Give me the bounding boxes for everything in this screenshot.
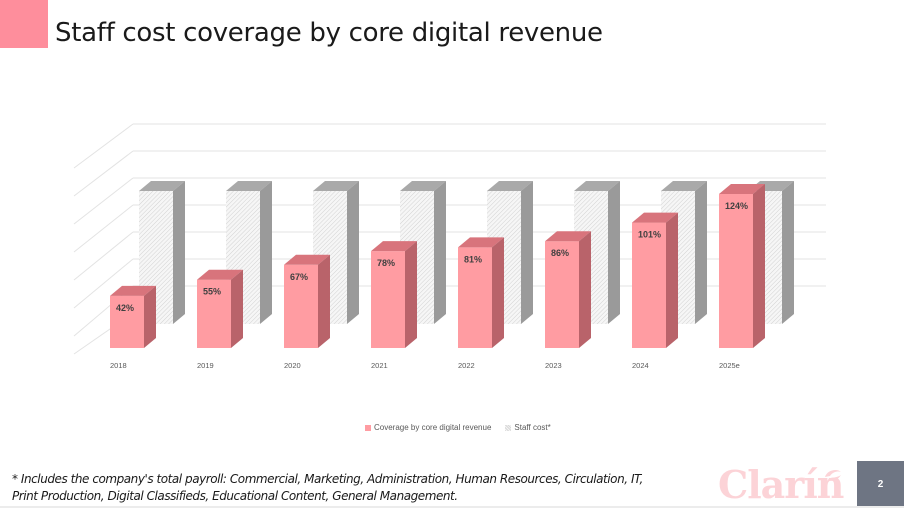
gridlines (73, 123, 826, 355)
staff-cost-bar-side (434, 181, 446, 324)
coverage-series (110, 184, 765, 348)
staff-cost-bar-side (695, 181, 707, 324)
gridline-depth (73, 177, 134, 225)
data-label: 101% (638, 230, 661, 240)
x-tick-label: 2021 (371, 361, 388, 370)
data-label: 81% (464, 254, 482, 264)
staff-cost-bar-top (226, 181, 272, 191)
gridline-depth (73, 150, 134, 197)
coverage-bar-top (284, 254, 330, 265)
gridline-depth (73, 123, 134, 169)
coverage-bar-face (110, 295, 144, 348)
footnote: * Includes the company's total payroll: … (12, 471, 643, 505)
coverage-bar-top (632, 212, 678, 223)
data-labels: 42% 55% 67% 78% 81% 86% 101% 124% (116, 201, 748, 313)
coverage-bar-side (318, 254, 330, 348)
coverage-bar-face (458, 247, 492, 348)
legend-item-coverage: Coverage by core digital revenue (365, 423, 491, 432)
data-label: 42% (116, 303, 134, 313)
x-tick-label: 2024 (632, 361, 649, 370)
coverage-bar-side (753, 184, 765, 348)
coverage-bar-face (719, 194, 753, 348)
coverage-bar (110, 285, 156, 348)
x-tick-label: 2018 (110, 361, 127, 370)
x-tick-label: 2020 (284, 361, 301, 370)
staff-cost-bar-side (173, 181, 185, 324)
coverage-bar (458, 237, 504, 348)
data-label: 124% (725, 201, 748, 211)
coverage-bar-side (666, 212, 678, 348)
staff-cost-bar-side (782, 181, 794, 324)
coverage-bar-face (632, 222, 666, 348)
data-label: 86% (551, 248, 569, 258)
staff-cost-bar-top (487, 181, 533, 191)
chart-area: 42%55%67%78% 81%86%101%124% 2018 2019 2020 2… (73, 123, 826, 370)
coverage-bar-top (110, 285, 156, 296)
clarin-logo: Clarín (718, 462, 844, 507)
coverage-bar-face (197, 279, 231, 348)
data-label: 67% (290, 272, 308, 282)
footnote-line-1: * Includes the company's total payroll: … (12, 472, 643, 486)
chart-legend: Coverage by core digital revenue Staff c… (365, 423, 551, 432)
staff-cost-bar-side (260, 181, 272, 324)
staff-cost-bar-top (661, 181, 707, 191)
gridline-depth (73, 231, 134, 281)
coverage-bar-side (405, 241, 417, 348)
coverage-bar (284, 254, 330, 348)
coverage-bar-side (231, 269, 243, 348)
logo-mark-icon (825, 469, 841, 481)
x-tick-label: 2022 (458, 361, 475, 370)
footnote-line-2: Print Production, Digital Classifieds, E… (12, 489, 458, 503)
staff-cost-bar-side (608, 181, 620, 324)
accent-square (0, 0, 48, 48)
coverage-bar-top (371, 241, 417, 252)
x-axis-labels: 2018 2019 2020 2021 2022 2023 2024 2025e (110, 361, 740, 370)
staff-cost-bar-top (313, 181, 359, 191)
staff-cost-bar-top (574, 181, 620, 191)
x-tick-label: 2023 (545, 361, 562, 370)
coverage-bar-face (284, 264, 318, 348)
coverage-bar-side (579, 231, 591, 348)
legend-swatch-staff-cost (505, 424, 512, 431)
bottom-divider (0, 506, 904, 508)
coverage-bar-top (719, 184, 765, 194)
coverage-bar-top (545, 231, 591, 242)
data-label: 78% (377, 258, 395, 268)
data-label: 55% (203, 287, 221, 297)
slide-title: Staff cost coverage by core digital reve… (55, 18, 603, 48)
x-tick-label: 2025e (719, 361, 740, 370)
page-number: 2 (857, 461, 904, 508)
coverage-bar-face (371, 251, 405, 348)
coverage-bar-side (144, 285, 156, 348)
coverage-bar-top (458, 237, 504, 248)
coverage-bar-side (492, 237, 504, 348)
coverage-bar (371, 241, 417, 348)
coverage-bar (545, 231, 591, 348)
legend-label-staff-cost: Staff cost* (514, 423, 551, 432)
gridline-depth (73, 258, 134, 309)
coverage-bar-top (197, 269, 243, 280)
coverage-bar (632, 212, 678, 348)
staff-cost-bar-top (139, 181, 185, 191)
coverage-bar-face (545, 241, 579, 348)
staff-cost-bar-side (521, 181, 533, 324)
legend-item-staff-cost: Staff cost* (505, 423, 551, 432)
coverage-bar (197, 269, 243, 348)
x-tick-label: 2019 (197, 361, 214, 370)
staff-cost-bar-side (347, 181, 359, 324)
legend-swatch-coverage (365, 424, 371, 431)
legend-label-coverage: Coverage by core digital revenue (374, 423, 492, 432)
gridline-depth (73, 204, 134, 253)
coverage-bar (719, 184, 765, 348)
staff-cost-bar-top (400, 181, 446, 191)
